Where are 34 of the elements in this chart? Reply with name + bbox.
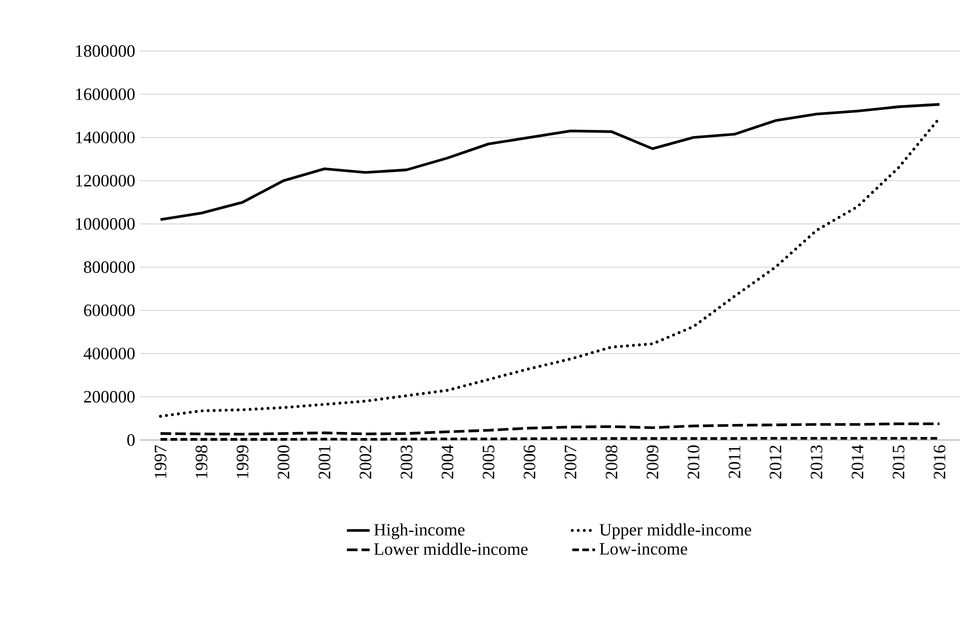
x-tick-label: 2010 <box>688 445 700 479</box>
x-tick-label: 2016 <box>934 445 946 479</box>
y-tick-label: 400000 <box>84 348 135 360</box>
x-tick-label: 2005 <box>482 445 494 479</box>
y-tick-label: 1600000 <box>76 88 135 100</box>
x-tick-label: 2001 <box>318 446 330 479</box>
x-tick-label: 2004 <box>442 444 454 479</box>
x-tick-label: 2000 <box>278 445 290 479</box>
x-tick-label: 2002 <box>360 446 372 479</box>
y-tick-label: 1800000 <box>76 45 135 57</box>
x-tick-label: 2013 <box>810 445 822 479</box>
y-tick-label: 200000 <box>84 390 135 403</box>
x-tick-label: 1999 <box>236 445 248 478</box>
y-tick-label: 1200000 <box>76 174 135 187</box>
x-tick-label: 1998 <box>196 445 208 478</box>
x-tick-label: 2012 <box>770 446 782 479</box>
legend-label: Lower middle-income <box>374 542 528 555</box>
legend-label: Low-income <box>600 543 688 555</box>
y-tick-label: 1400000 <box>76 132 135 144</box>
y-tick-label: 800000 <box>84 261 135 273</box>
legend-label: Upper middle-income <box>600 523 752 540</box>
x-tick-label: 2009 <box>646 445 658 479</box>
x-tick-label: 2003 <box>400 445 412 479</box>
x-tick-label: 2011 <box>728 446 740 478</box>
x-tick-label: 2015 <box>892 445 904 479</box>
legend-label: High-income <box>374 523 465 540</box>
x-tick-label: 2006 <box>524 445 536 479</box>
x-tick-label: 1997 <box>154 445 166 478</box>
x-tick-label: 2014 <box>852 444 864 479</box>
y-tick-label: 0 <box>127 434 135 446</box>
y-tick-label: 1000000 <box>76 218 135 230</box>
x-tick-label: 2008 <box>606 445 618 479</box>
y-tick-label: 600000 <box>84 304 135 316</box>
x-tick-label: 2007 <box>564 445 576 479</box>
